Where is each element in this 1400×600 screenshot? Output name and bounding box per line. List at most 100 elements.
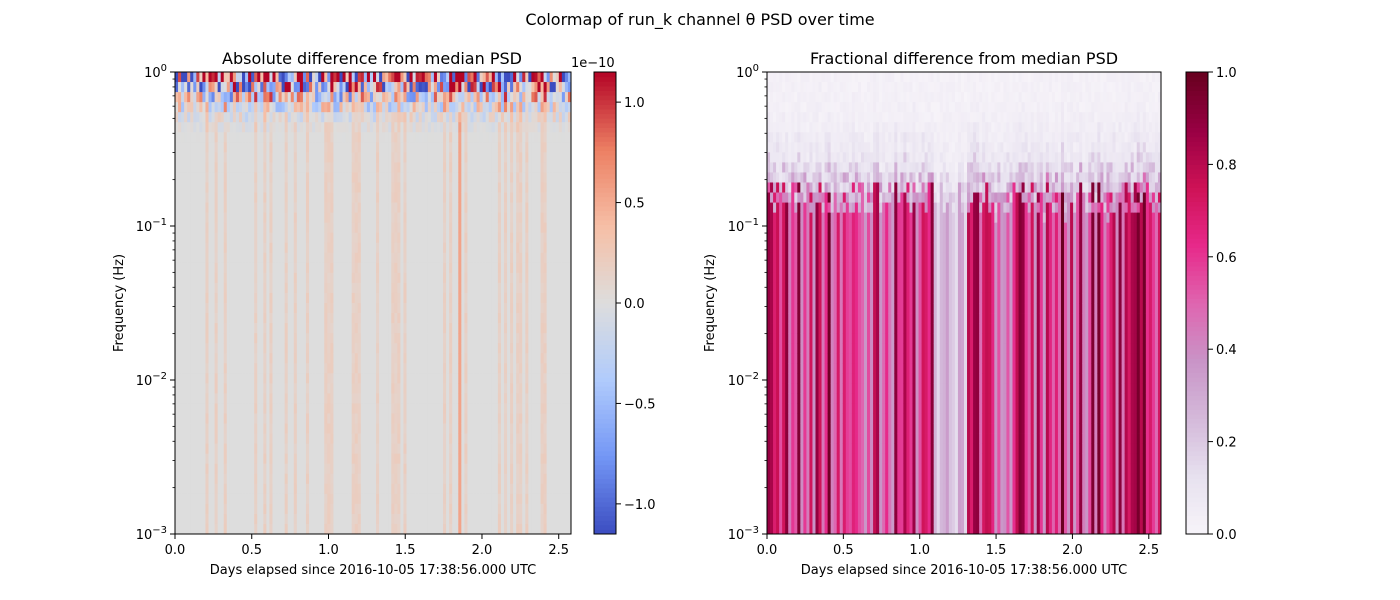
heatmap-cell bbox=[455, 373, 459, 384]
heatmap-cell bbox=[494, 72, 499, 83]
heatmap-cell bbox=[461, 92, 465, 103]
heatmap-cell bbox=[497, 202, 502, 214]
heatmap-cell bbox=[421, 232, 426, 244]
heatmap-cell bbox=[296, 343, 301, 354]
heatmap-cell bbox=[260, 463, 264, 475]
heatmap-cell bbox=[455, 202, 459, 214]
heatmap-cell bbox=[327, 72, 331, 83]
heatmap-cell bbox=[376, 152, 380, 163]
heatmap-cell bbox=[458, 363, 462, 374]
heatmap-cell bbox=[424, 112, 429, 123]
heatmap-cell bbox=[312, 282, 316, 294]
heatmap-cell bbox=[208, 493, 212, 505]
heatmap-cell bbox=[333, 142, 337, 153]
heatmap-cell bbox=[181, 363, 185, 374]
heatmap-cell bbox=[190, 272, 194, 284]
heatmap-cell bbox=[229, 292, 234, 304]
heatmap-cell bbox=[354, 262, 359, 274]
heatmap-cell bbox=[302, 413, 307, 424]
heatmap-cell bbox=[196, 323, 200, 334]
heatmap-cell bbox=[293, 413, 298, 424]
heatmap-cell bbox=[287, 373, 292, 384]
heatmap-cell bbox=[369, 413, 374, 424]
heatmap-cell bbox=[449, 323, 453, 334]
heatmap-cell bbox=[446, 343, 450, 354]
heatmap-cell bbox=[482, 272, 487, 284]
heatmap-cell bbox=[360, 453, 365, 465]
heatmap-cell bbox=[272, 152, 276, 163]
heatmap-cell bbox=[245, 142, 249, 153]
heatmap-cell bbox=[232, 112, 237, 123]
heatmap-cell bbox=[363, 343, 368, 354]
heatmap-cell bbox=[339, 182, 343, 193]
heatmap-cell bbox=[366, 142, 371, 153]
heatmap-cell bbox=[312, 343, 316, 354]
heatmap-cell bbox=[433, 242, 438, 254]
heatmap-cell bbox=[354, 222, 359, 234]
heatmap-cell bbox=[223, 232, 228, 244]
heatmap-cell bbox=[205, 202, 209, 214]
heatmap-cell bbox=[193, 112, 197, 123]
heatmap-cell bbox=[482, 493, 487, 505]
heatmap-cell bbox=[284, 323, 289, 334]
heatmap-cell bbox=[388, 192, 392, 203]
heatmap-cell bbox=[357, 443, 362, 455]
heatmap-cell bbox=[369, 463, 374, 475]
heatmap-cell bbox=[369, 122, 374, 133]
heatmap-cell bbox=[199, 513, 203, 525]
heatmap-cell bbox=[391, 303, 395, 314]
heatmap-cell bbox=[443, 142, 447, 153]
heatmap-cell bbox=[394, 333, 398, 344]
heatmap-cell bbox=[196, 202, 200, 214]
heatmap-cell bbox=[433, 363, 438, 374]
heatmap-cell bbox=[333, 393, 337, 404]
heatmap-cell bbox=[446, 323, 450, 334]
heatmap-cell bbox=[400, 393, 404, 404]
heatmap-cell bbox=[309, 202, 313, 214]
heatmap-cell bbox=[281, 403, 286, 414]
heatmap-cell bbox=[178, 383, 182, 394]
heatmap-cell bbox=[488, 292, 493, 304]
heatmap-cell bbox=[238, 242, 243, 254]
heatmap-cell bbox=[266, 313, 270, 324]
heatmap-cell bbox=[467, 242, 471, 254]
heatmap-cell bbox=[327, 393, 331, 404]
heatmap-cell bbox=[458, 72, 462, 83]
heatmap-cell bbox=[318, 162, 322, 173]
heatmap-cell bbox=[299, 463, 304, 475]
heatmap-cell bbox=[412, 152, 417, 163]
heatmap-cell bbox=[464, 513, 468, 525]
heatmap-cell bbox=[446, 493, 450, 505]
heatmap-cell bbox=[287, 152, 292, 163]
heatmap-cell bbox=[360, 102, 365, 113]
heatmap-cell bbox=[309, 343, 313, 354]
heatmap-cell bbox=[321, 403, 325, 414]
heatmap-cell bbox=[369, 493, 374, 505]
heatmap-cell bbox=[397, 232, 401, 244]
heatmap-cell bbox=[403, 443, 407, 455]
heatmap-cell bbox=[187, 112, 191, 123]
heatmap-cell bbox=[348, 212, 353, 224]
heatmap-cell bbox=[464, 212, 468, 224]
heatmap-cell bbox=[242, 292, 246, 304]
heatmap-cell bbox=[473, 102, 477, 113]
heatmap-cell bbox=[388, 122, 392, 133]
heatmap-cell bbox=[229, 433, 234, 445]
heatmap-cell bbox=[415, 142, 420, 153]
heatmap-cell bbox=[187, 232, 191, 244]
heatmap-cell bbox=[363, 423, 368, 434]
heatmap-cell bbox=[443, 82, 447, 93]
heatmap-cell bbox=[464, 182, 468, 193]
heatmap-cell bbox=[223, 393, 228, 404]
heatmap-cell bbox=[284, 403, 289, 414]
heatmap-cell bbox=[257, 232, 261, 244]
heatmap-cell bbox=[296, 82, 301, 93]
heatmap-cell bbox=[290, 252, 295, 264]
heatmap-cell bbox=[382, 272, 386, 284]
heatmap-cell bbox=[345, 323, 350, 334]
heatmap-cell bbox=[418, 303, 423, 314]
heatmap-cell bbox=[318, 232, 322, 244]
heatmap-cell bbox=[354, 493, 359, 505]
heatmap-cell bbox=[175, 72, 179, 83]
heatmap-cell bbox=[220, 72, 225, 83]
